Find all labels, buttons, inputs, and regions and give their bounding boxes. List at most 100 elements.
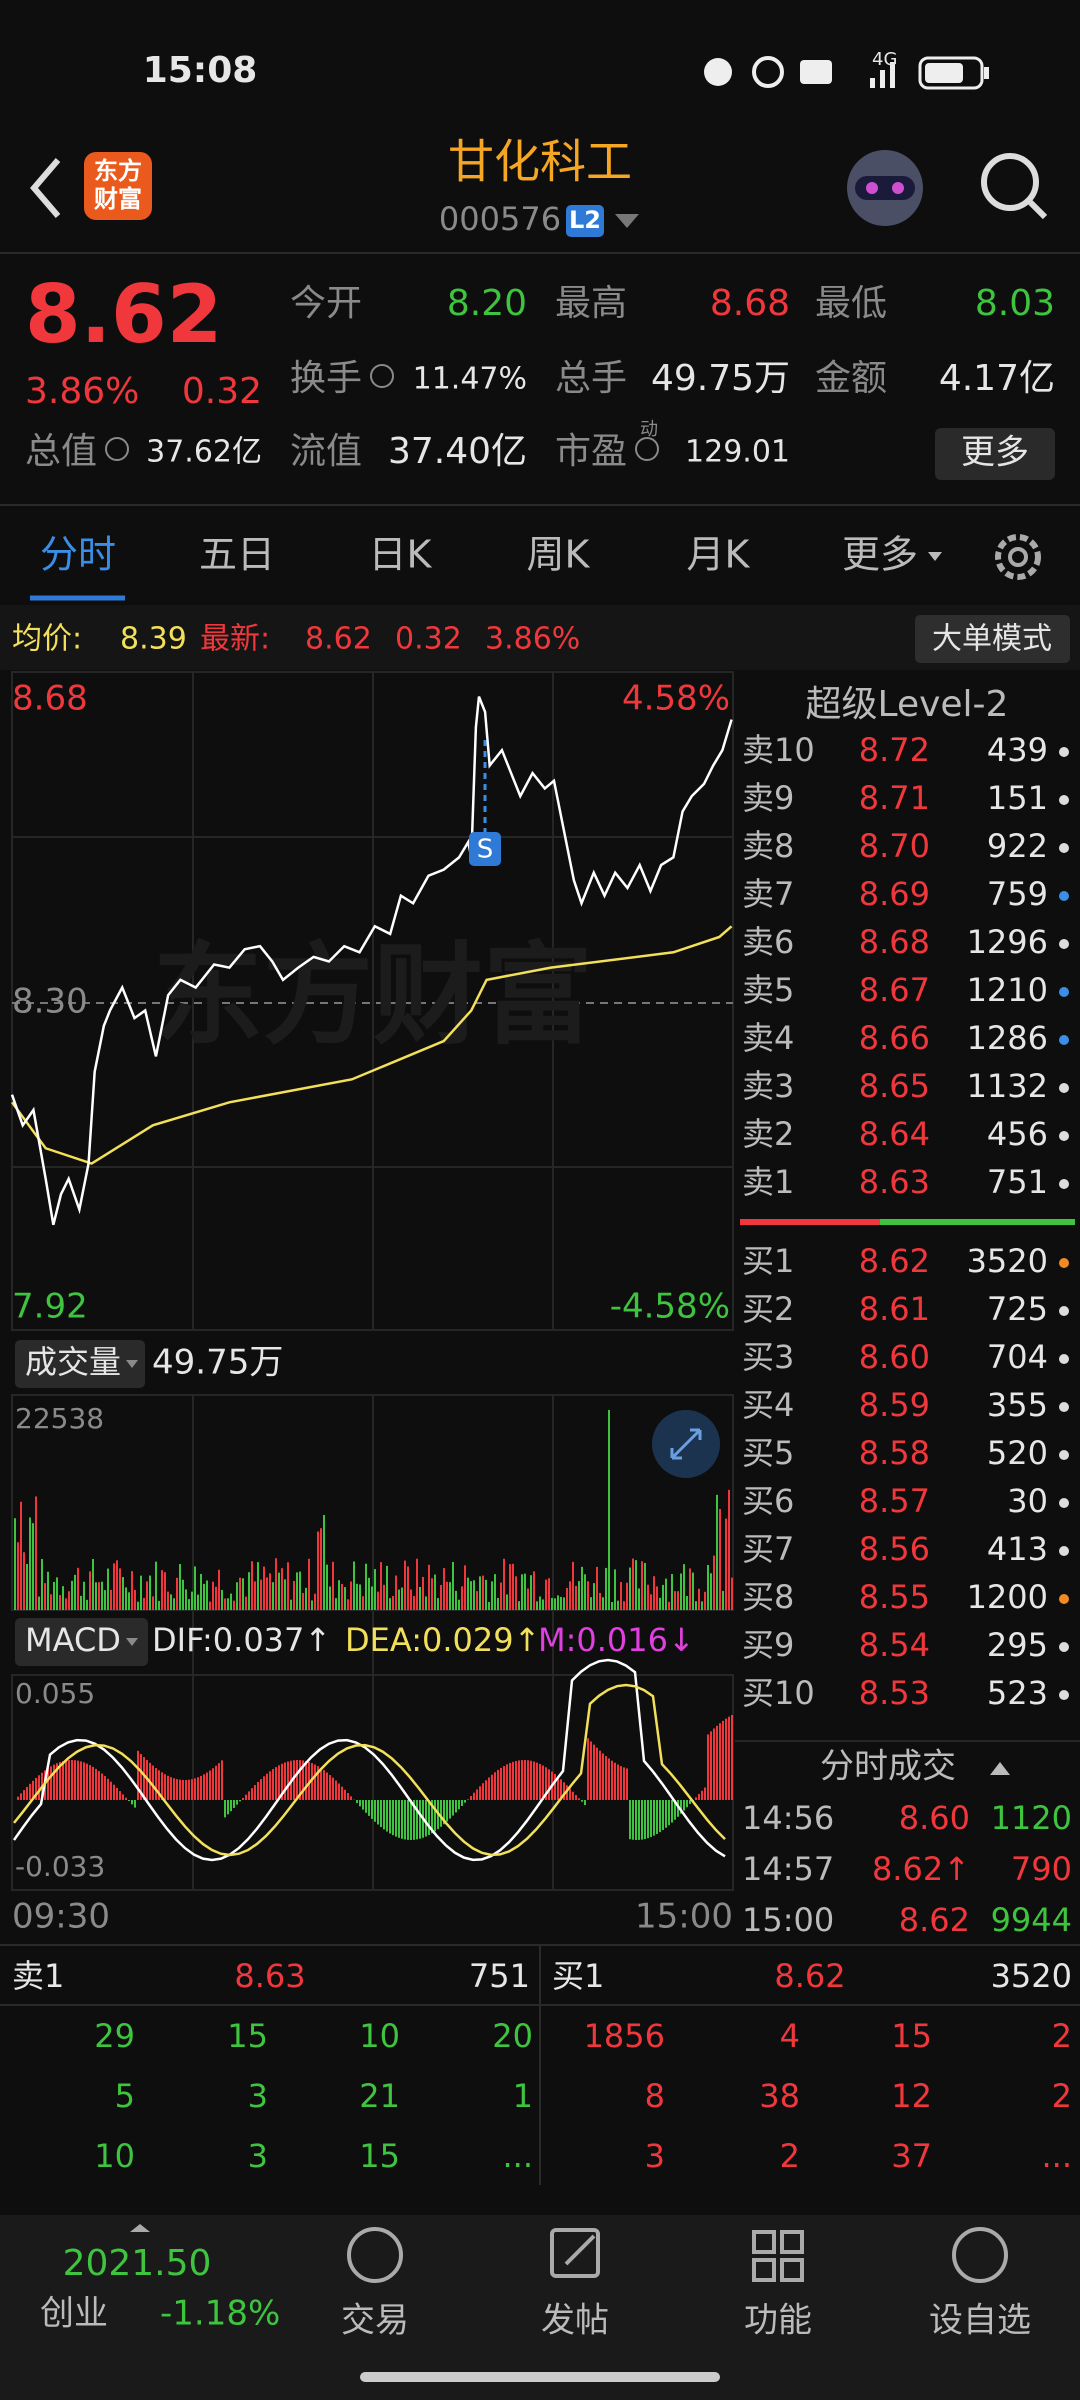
nav-item[interactable]: 发帖 bbox=[541, 2301, 609, 2341]
macd-bar bbox=[23, 1790, 25, 1800]
macd-bar bbox=[203, 1774, 205, 1800]
volume-bar bbox=[515, 1576, 517, 1610]
volume-selector[interactable] bbox=[15, 1340, 145, 1388]
tab[interactable]: 五日 bbox=[199, 533, 275, 577]
more-button[interactable] bbox=[935, 428, 1055, 480]
tab[interactable]: 周K bbox=[527, 533, 591, 577]
volume-bar bbox=[275, 1558, 277, 1610]
queue-order: 2 bbox=[780, 2137, 800, 2175]
volume-bar bbox=[137, 1601, 139, 1610]
macd-bar bbox=[275, 1767, 277, 1800]
nav-item[interactable]: 功能 bbox=[744, 2301, 812, 2341]
tab[interactable]: 日K bbox=[369, 533, 433, 577]
settings-button[interactable] bbox=[995, 534, 1041, 580]
volume-bar bbox=[593, 1583, 595, 1610]
book-label: 买1 bbox=[742, 1242, 794, 1280]
volume-bar bbox=[395, 1575, 397, 1610]
macd-bar bbox=[80, 1761, 82, 1800]
divider bbox=[735, 1740, 1080, 1742]
volume-bar bbox=[107, 1568, 109, 1610]
macd-selector-label[interactable]: MACD bbox=[25, 1621, 121, 1659]
macd-bar bbox=[662, 1800, 664, 1831]
volume-bar bbox=[665, 1578, 667, 1610]
book-dot bbox=[1059, 1258, 1069, 1268]
macd-bar bbox=[272, 1769, 274, 1800]
change: 0.32 bbox=[182, 371, 262, 412]
volume-bar bbox=[359, 1584, 361, 1610]
book-price: 8.64 bbox=[859, 1115, 930, 1153]
tick-time: 15:00 bbox=[742, 1901, 834, 1939]
queue-order: 5 bbox=[115, 2077, 135, 2115]
macd-bar bbox=[47, 1768, 49, 1800]
book-label: 卖10 bbox=[742, 731, 815, 769]
book-label: 卖2 bbox=[742, 1115, 794, 1153]
book-dot bbox=[1059, 1131, 1069, 1141]
volume-bar bbox=[26, 1563, 28, 1610]
macd-bar bbox=[116, 1787, 118, 1800]
macd-bar bbox=[419, 1800, 421, 1839]
macd-bar bbox=[545, 1767, 547, 1800]
macd-bar bbox=[119, 1791, 121, 1800]
book-volume: 1200 bbox=[967, 1578, 1048, 1616]
book-volume: 456 bbox=[987, 1115, 1048, 1153]
volume-bar bbox=[647, 1584, 649, 1610]
macd-bar bbox=[659, 1800, 661, 1833]
macd-bar bbox=[680, 1800, 682, 1814]
book-price: 8.55 bbox=[859, 1578, 930, 1616]
mode-label[interactable]: 大单模式 bbox=[932, 622, 1052, 657]
macd-bar bbox=[524, 1760, 526, 1800]
volume-selector-label[interactable]: 成交量 bbox=[25, 1343, 121, 1381]
volume-bar bbox=[290, 1599, 292, 1610]
book-price: 8.57 bbox=[859, 1482, 930, 1520]
book-price: 8.65 bbox=[859, 1067, 930, 1105]
volume-bar bbox=[194, 1566, 196, 1610]
volume-bar bbox=[212, 1581, 214, 1610]
book-dot bbox=[1059, 1498, 1069, 1508]
volume-bar bbox=[707, 1564, 709, 1610]
tab[interactable]: 月K bbox=[687, 533, 751, 577]
volume-bar bbox=[152, 1596, 154, 1610]
volume-bar bbox=[557, 1595, 559, 1610]
nav-item[interactable]: 交易 bbox=[341, 2301, 409, 2341]
mode-button[interactable] bbox=[915, 615, 1070, 663]
book-price: 8.67 bbox=[859, 971, 930, 1009]
volume-bar bbox=[143, 1597, 145, 1610]
macd-bar bbox=[191, 1779, 193, 1800]
macd-bar bbox=[584, 1800, 586, 1806]
volume-bar bbox=[266, 1577, 268, 1610]
index-pct: -1.18% bbox=[160, 2294, 280, 2334]
volume-bar bbox=[260, 1579, 262, 1610]
nav-item[interactable]: 设自选 bbox=[929, 2301, 1031, 2341]
robot-avatar[interactable] bbox=[847, 150, 923, 226]
macd-bar bbox=[620, 1766, 622, 1800]
tab[interactable]: 分时 bbox=[40, 533, 116, 577]
macd-bar bbox=[413, 1800, 415, 1840]
volume-bar bbox=[470, 1581, 472, 1610]
search-button[interactable] bbox=[981, 153, 1048, 220]
macd-bar bbox=[311, 1763, 313, 1800]
tab[interactable]: 更多 bbox=[842, 533, 918, 577]
ticks-title[interactable]: 分时成交 bbox=[820, 1747, 956, 1787]
volume-bar bbox=[461, 1586, 463, 1610]
book-label: 卖9 bbox=[742, 779, 794, 817]
bottom-nav bbox=[0, 2215, 1080, 2400]
volume-bar bbox=[104, 1590, 106, 1610]
volume-bar bbox=[347, 1599, 349, 1610]
prev-close: 8.30 bbox=[12, 982, 88, 1022]
book-volume: 1210 bbox=[967, 971, 1048, 1009]
macd-selector[interactable] bbox=[15, 1618, 148, 1666]
macd-bar bbox=[629, 1800, 631, 1840]
macd-bar bbox=[488, 1777, 490, 1800]
volume-bar bbox=[209, 1601, 211, 1610]
macd-bar bbox=[239, 1800, 241, 1802]
volume-bar bbox=[185, 1589, 187, 1610]
code-dropdown[interactable] bbox=[615, 214, 639, 228]
more-label[interactable]: 更多 bbox=[961, 433, 1029, 473]
macd-bar bbox=[221, 1760, 223, 1800]
macd-bar bbox=[491, 1774, 493, 1800]
macd-bar bbox=[251, 1788, 253, 1800]
macd-bar bbox=[395, 1800, 397, 1837]
volume-bar bbox=[596, 1566, 598, 1610]
back-button[interactable] bbox=[30, 158, 61, 218]
info-change: 0.32 bbox=[395, 622, 462, 657]
